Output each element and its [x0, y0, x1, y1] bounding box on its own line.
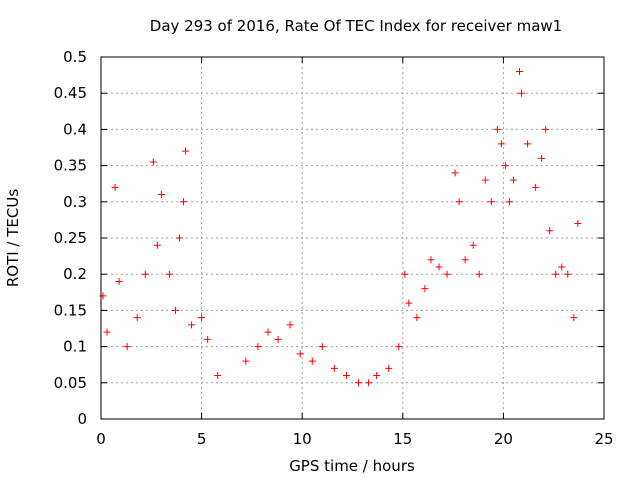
data-point	[214, 372, 222, 380]
data-point	[385, 364, 393, 372]
data-point	[175, 234, 183, 242]
data-point	[355, 379, 363, 387]
data-point	[115, 277, 123, 285]
data-point	[475, 270, 483, 278]
data-point	[509, 176, 517, 184]
data-point	[296, 350, 304, 358]
x-tick-label: 10	[293, 430, 312, 448]
y-tick-label: 0	[77, 410, 87, 428]
data-point	[188, 321, 196, 329]
data-point	[157, 191, 165, 199]
x-tick-label: 25	[594, 430, 613, 448]
data-point	[574, 220, 582, 228]
data-point	[421, 285, 429, 293]
data-point	[179, 198, 187, 206]
data-point	[505, 198, 513, 206]
y-tick-label: 0.2	[63, 265, 87, 283]
data-point	[286, 321, 294, 329]
data-point	[435, 263, 443, 271]
data-point	[427, 256, 435, 264]
x-axis-title: GPS time / hours	[289, 457, 415, 475]
x-tick-label: 15	[393, 430, 412, 448]
x-tick-label: 0	[96, 430, 106, 448]
data-point	[198, 314, 206, 322]
data-point	[111, 183, 119, 191]
data-point	[542, 125, 550, 133]
data-point	[365, 379, 373, 387]
data-point	[254, 343, 262, 351]
data-point	[501, 162, 509, 170]
data-point	[395, 343, 403, 351]
data-point	[552, 270, 560, 278]
y-tick-label: 0.05	[54, 374, 87, 392]
data-point	[141, 270, 149, 278]
data-point	[264, 328, 272, 336]
data-point	[103, 328, 111, 336]
data-point	[455, 198, 463, 206]
y-tick-label: 0.3	[63, 193, 87, 211]
data-point	[242, 357, 250, 365]
data-point	[182, 147, 190, 155]
data-point	[487, 198, 495, 206]
y-axis-title: ROTI / TECUs	[4, 189, 22, 287]
y-tick-label: 0.4	[63, 120, 87, 138]
data-point	[461, 256, 469, 264]
y-tick-label: 0.5	[63, 48, 87, 66]
data-point	[497, 140, 505, 148]
data-point	[558, 263, 566, 271]
data-point	[481, 176, 489, 184]
grid	[101, 57, 604, 419]
x-tick-label: 5	[197, 430, 207, 448]
data-point	[518, 89, 526, 97]
data-point	[133, 314, 141, 322]
y-tick-label: 0.45	[54, 84, 87, 102]
data-point	[123, 343, 131, 351]
x-tick-label: 20	[494, 430, 513, 448]
y-tick-label: 0.25	[54, 229, 87, 247]
data-point	[149, 158, 157, 166]
data-point	[330, 364, 338, 372]
data-point	[538, 154, 546, 162]
y-tick-label: 0.1	[63, 338, 87, 356]
data-point	[469, 241, 477, 249]
data-point	[532, 183, 540, 191]
data-point	[165, 270, 173, 278]
data-point	[443, 270, 451, 278]
data-point	[493, 125, 501, 133]
data-point	[546, 227, 554, 235]
data-points	[99, 67, 582, 387]
data-point	[401, 270, 409, 278]
data-point	[153, 241, 161, 249]
data-point	[171, 306, 179, 314]
data-point	[570, 314, 578, 322]
data-point	[318, 343, 326, 351]
data-point	[308, 357, 316, 365]
data-point	[451, 169, 459, 177]
data-point	[564, 270, 572, 278]
y-tick-label: 0.35	[54, 157, 87, 175]
data-point	[204, 335, 212, 343]
chart-title: Day 293 of 2016, Rate Of TEC Index for r…	[150, 17, 562, 35]
data-point	[515, 67, 523, 75]
data-point	[405, 299, 413, 307]
data-point	[524, 140, 532, 148]
data-point	[373, 372, 381, 380]
data-point	[413, 314, 421, 322]
axis-ticks: 0 0.05 0.1 0.15 0.2 0.25 0.3 0.35 0.4 0.45 0.5 0 5 10…	[54, 48, 614, 448]
data-point	[274, 335, 282, 343]
data-point	[342, 372, 350, 380]
y-tick-label: 0.15	[54, 301, 87, 319]
